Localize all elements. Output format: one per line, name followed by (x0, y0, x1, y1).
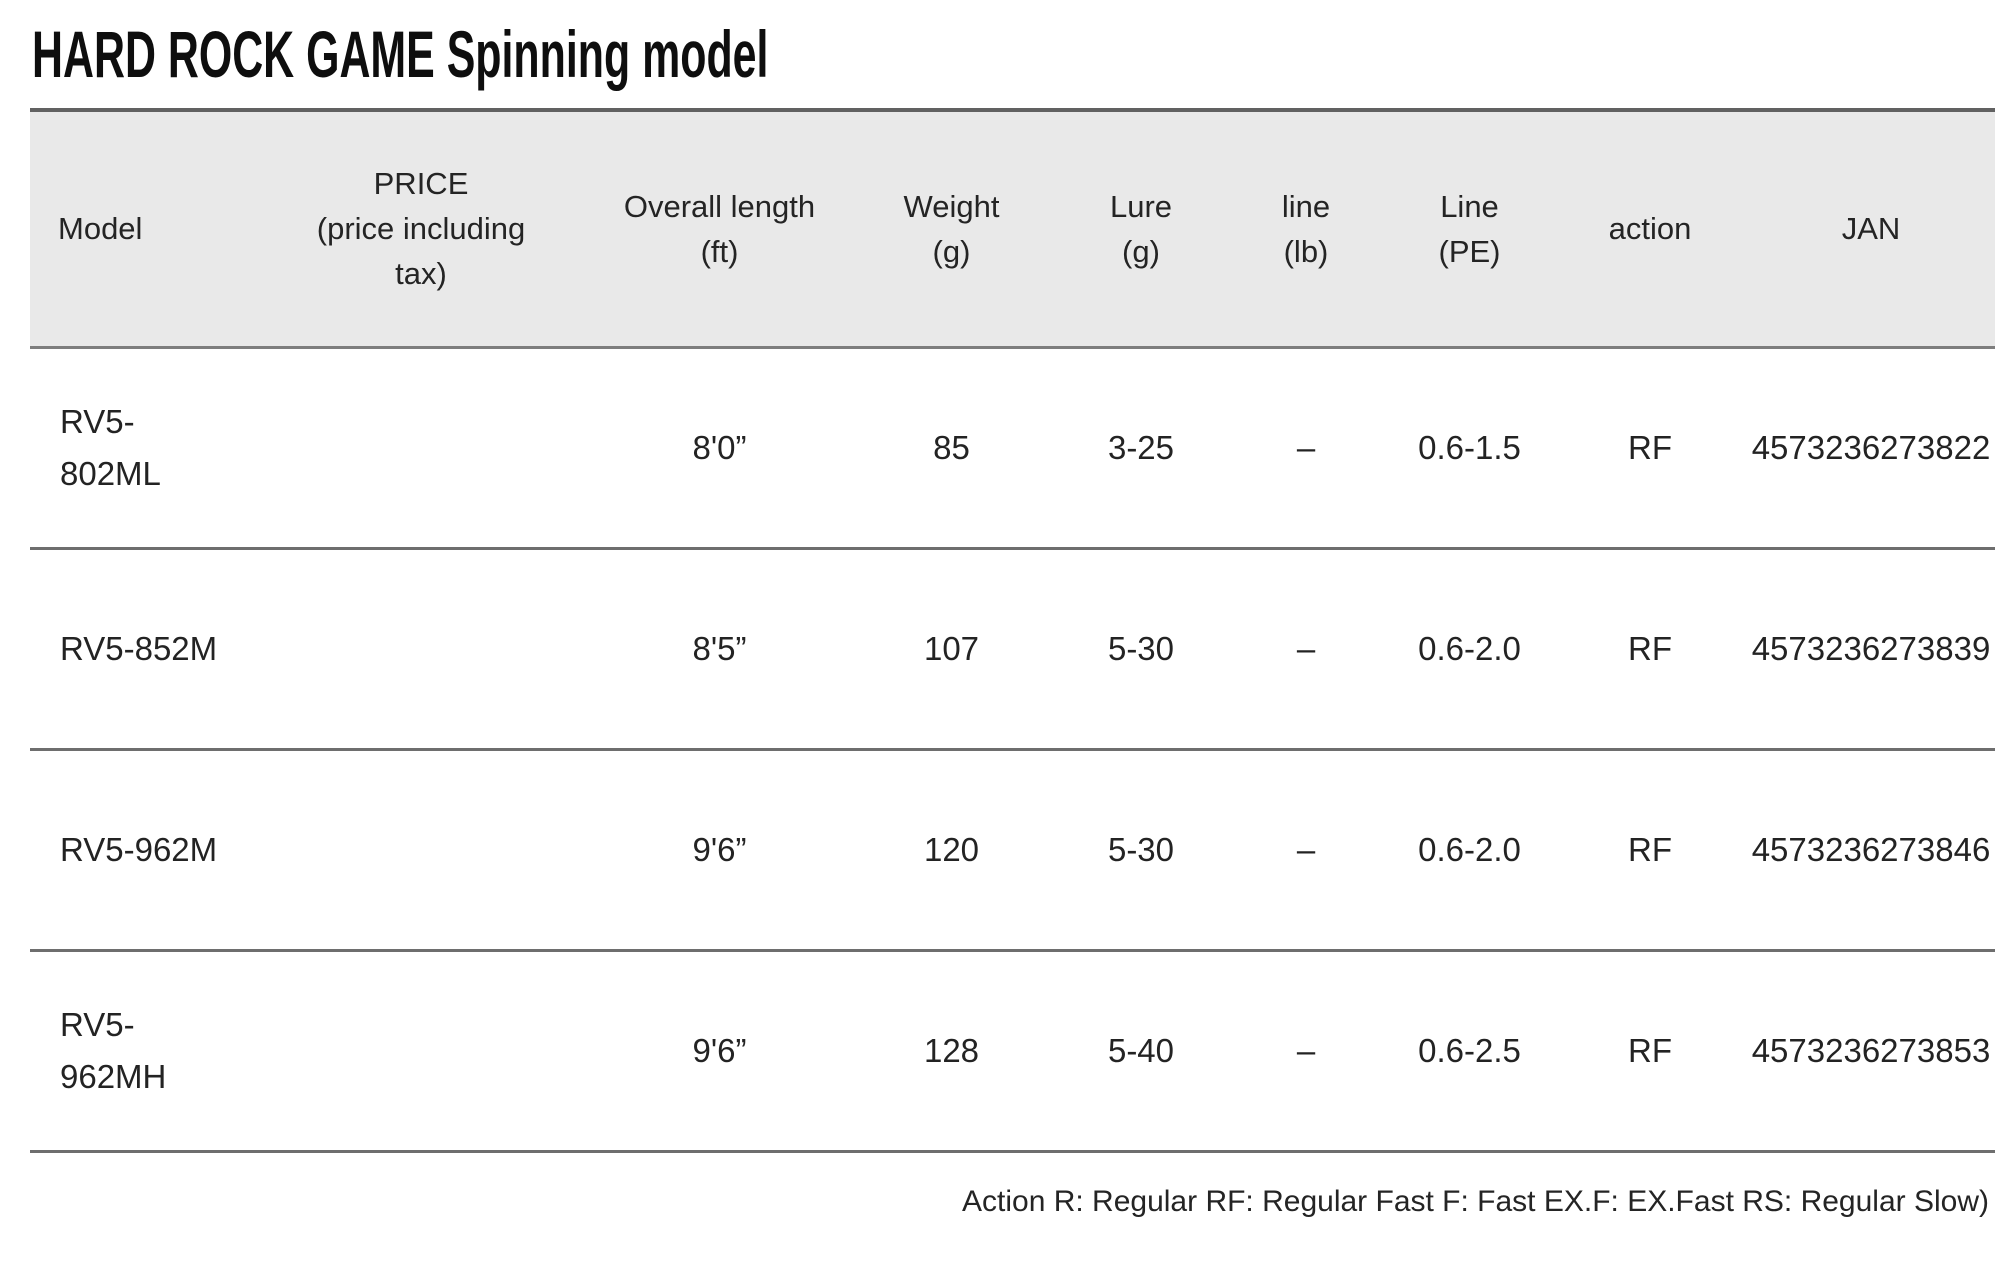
cell-model: RV5-962M (30, 749, 250, 950)
model-value: RV5-962MH (60, 1005, 167, 1095)
column-header-unit: (lb) (1283, 233, 1329, 269)
column-header-unit: (g) (932, 233, 971, 269)
cell-model: RV5-802ML (30, 347, 250, 548)
table-row: RV5-962M 9'6” 120 5-30 – 0.6-2.0 RF 4573… (30, 749, 1995, 950)
cell-line-pe: 0.6-1.5 (1418, 428, 1521, 466)
table-body: RV5-802ML 8'0” 85 3-25 – 0.6-1.5 RF 4573… (30, 347, 1995, 1151)
column-header-label: action (1608, 211, 1692, 247)
column-header-label: JAN (1841, 211, 1901, 247)
column-header-line-lb: line (lb) (1226, 110, 1386, 347)
model-value: RV5-962M (60, 830, 218, 868)
column-header-jan: JAN (1747, 110, 1995, 347)
cell-overall-length: 8'0” (692, 428, 747, 466)
model-value: RV5-802ML (60, 402, 161, 492)
cell-overall-length: 8'5” (692, 629, 747, 667)
cell-overall-length: 9'6” (692, 1031, 747, 1069)
cell-weight: 120 (923, 830, 980, 868)
column-header-label: Lure (1109, 188, 1173, 224)
cell-action: RF (1628, 830, 1672, 868)
cell-action: RF (1628, 629, 1672, 667)
cell-price (250, 749, 592, 950)
cell-model: RV5-962MH (30, 950, 250, 1151)
cell-line-lb: – (1296, 629, 1316, 667)
cell-lure: 5-30 (1107, 629, 1175, 667)
cell-weight: 107 (923, 629, 980, 667)
cell-lure: 5-30 (1107, 830, 1175, 868)
column-header-unit: (price including tax) (316, 211, 526, 292)
cell-line-pe: 0.6-2.0 (1418, 830, 1521, 868)
column-header-unit: (PE) (1438, 233, 1501, 269)
column-header-label: Weight (903, 188, 1000, 224)
cell-lure: 5-40 (1107, 1031, 1175, 1069)
cell-weight: 85 (933, 428, 970, 466)
header-row: Model PRICE (price including tax) Overal… (30, 110, 1995, 347)
cell-line-lb: – (1296, 830, 1316, 868)
page-title: HARD ROCK GAME Spinning model (32, 17, 769, 91)
cell-action: RF (1628, 1031, 1672, 1069)
column-header-unit: (g) (1122, 233, 1160, 269)
column-header-unit: (ft) (700, 233, 739, 269)
table-row: RV5-852M 8'5” 107 5-30 – 0.6-2.0 RF 4573… (30, 548, 1995, 749)
table-header: Model PRICE (price including tax) Overal… (30, 110, 1995, 347)
column-header-action: action (1553, 110, 1747, 347)
column-header-lure: Lure (g) (1056, 110, 1226, 347)
cell-jan: 4573236273822 (1751, 428, 1991, 466)
cell-price (250, 548, 592, 749)
cell-price (250, 347, 592, 548)
column-header-price: PRICE (price including tax) (250, 110, 592, 347)
column-header-label: Line (1440, 188, 1499, 224)
column-header-label: Model (58, 211, 143, 247)
cell-jan: 4573236273853 (1751, 1031, 1991, 1069)
action-legend: Action R: Regular RF: Regular Fast F: Fa… (962, 1184, 1989, 1218)
cell-model: RV5-852M (30, 548, 250, 749)
cell-jan: 4573236273846 (1751, 830, 1991, 868)
table-row: RV5-962MH 9'6” 128 5-40 – 0.6-2.5 RF 457… (30, 950, 1995, 1151)
cell-lure: 3-25 (1107, 428, 1175, 466)
cell-jan: 4573236273839 (1751, 629, 1991, 667)
column-header-label: line (1281, 188, 1331, 224)
column-header-overall-length: Overall length (ft) (592, 110, 847, 347)
spec-table: Model PRICE (price including tax) Overal… (30, 108, 1995, 1153)
column-header-weight: Weight (g) (847, 110, 1056, 347)
cell-line-lb: – (1296, 428, 1316, 466)
column-header-model: Model (30, 110, 250, 347)
column-header-line-pe: Line (PE) (1386, 110, 1553, 347)
cell-weight: 128 (923, 1031, 980, 1069)
cell-line-pe: 0.6-2.5 (1418, 1031, 1521, 1069)
cell-action: RF (1628, 428, 1672, 466)
table-row: RV5-802ML 8'0” 85 3-25 – 0.6-1.5 RF 4573… (30, 347, 1995, 548)
cell-price (250, 950, 592, 1151)
cell-line-pe: 0.6-2.0 (1418, 629, 1521, 667)
column-header-label: PRICE (373, 166, 469, 202)
cell-overall-length: 9'6” (692, 830, 747, 868)
cell-line-lb: – (1296, 1031, 1316, 1069)
model-value: RV5-852M (60, 629, 218, 667)
column-header-label: Overall length (623, 188, 816, 224)
